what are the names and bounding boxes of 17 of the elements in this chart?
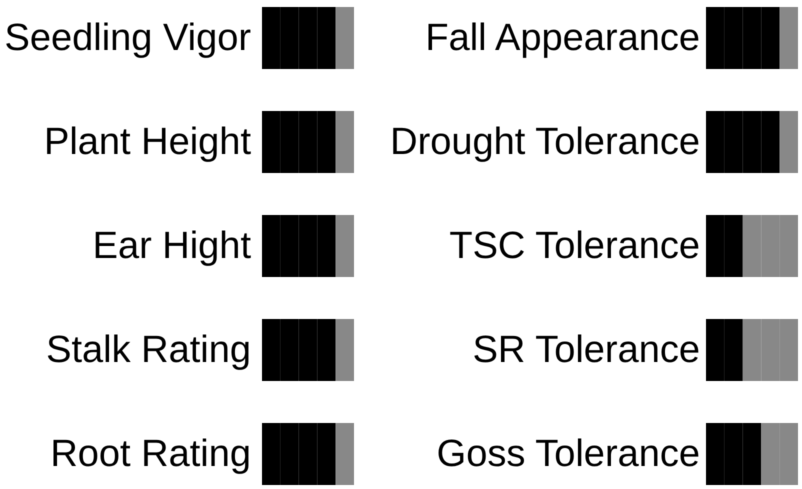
y-tick-label: Root Rating xyxy=(50,433,251,475)
bar xyxy=(336,111,354,173)
y-tick-label: Drought Tolerance xyxy=(390,121,700,163)
y-tick-label: Goss Tolerance xyxy=(436,433,700,475)
y-tick-label: SR Tolerance xyxy=(472,329,700,371)
y-tick-label: Stalk Rating xyxy=(46,329,251,371)
bar xyxy=(336,423,354,485)
bar xyxy=(336,215,354,277)
y-tick-label: Ear Hight xyxy=(92,225,252,267)
y-tick-label: Fall Appearance xyxy=(425,17,700,59)
bar xyxy=(780,111,798,173)
y-tick-label: TSC Tolerance xyxy=(449,225,700,267)
y-tick-label: Plant Height xyxy=(44,121,252,163)
y-tick-label: Seedling Vigor xyxy=(4,17,252,59)
bar xyxy=(780,7,798,69)
bar xyxy=(336,7,354,69)
bar xyxy=(336,319,354,381)
